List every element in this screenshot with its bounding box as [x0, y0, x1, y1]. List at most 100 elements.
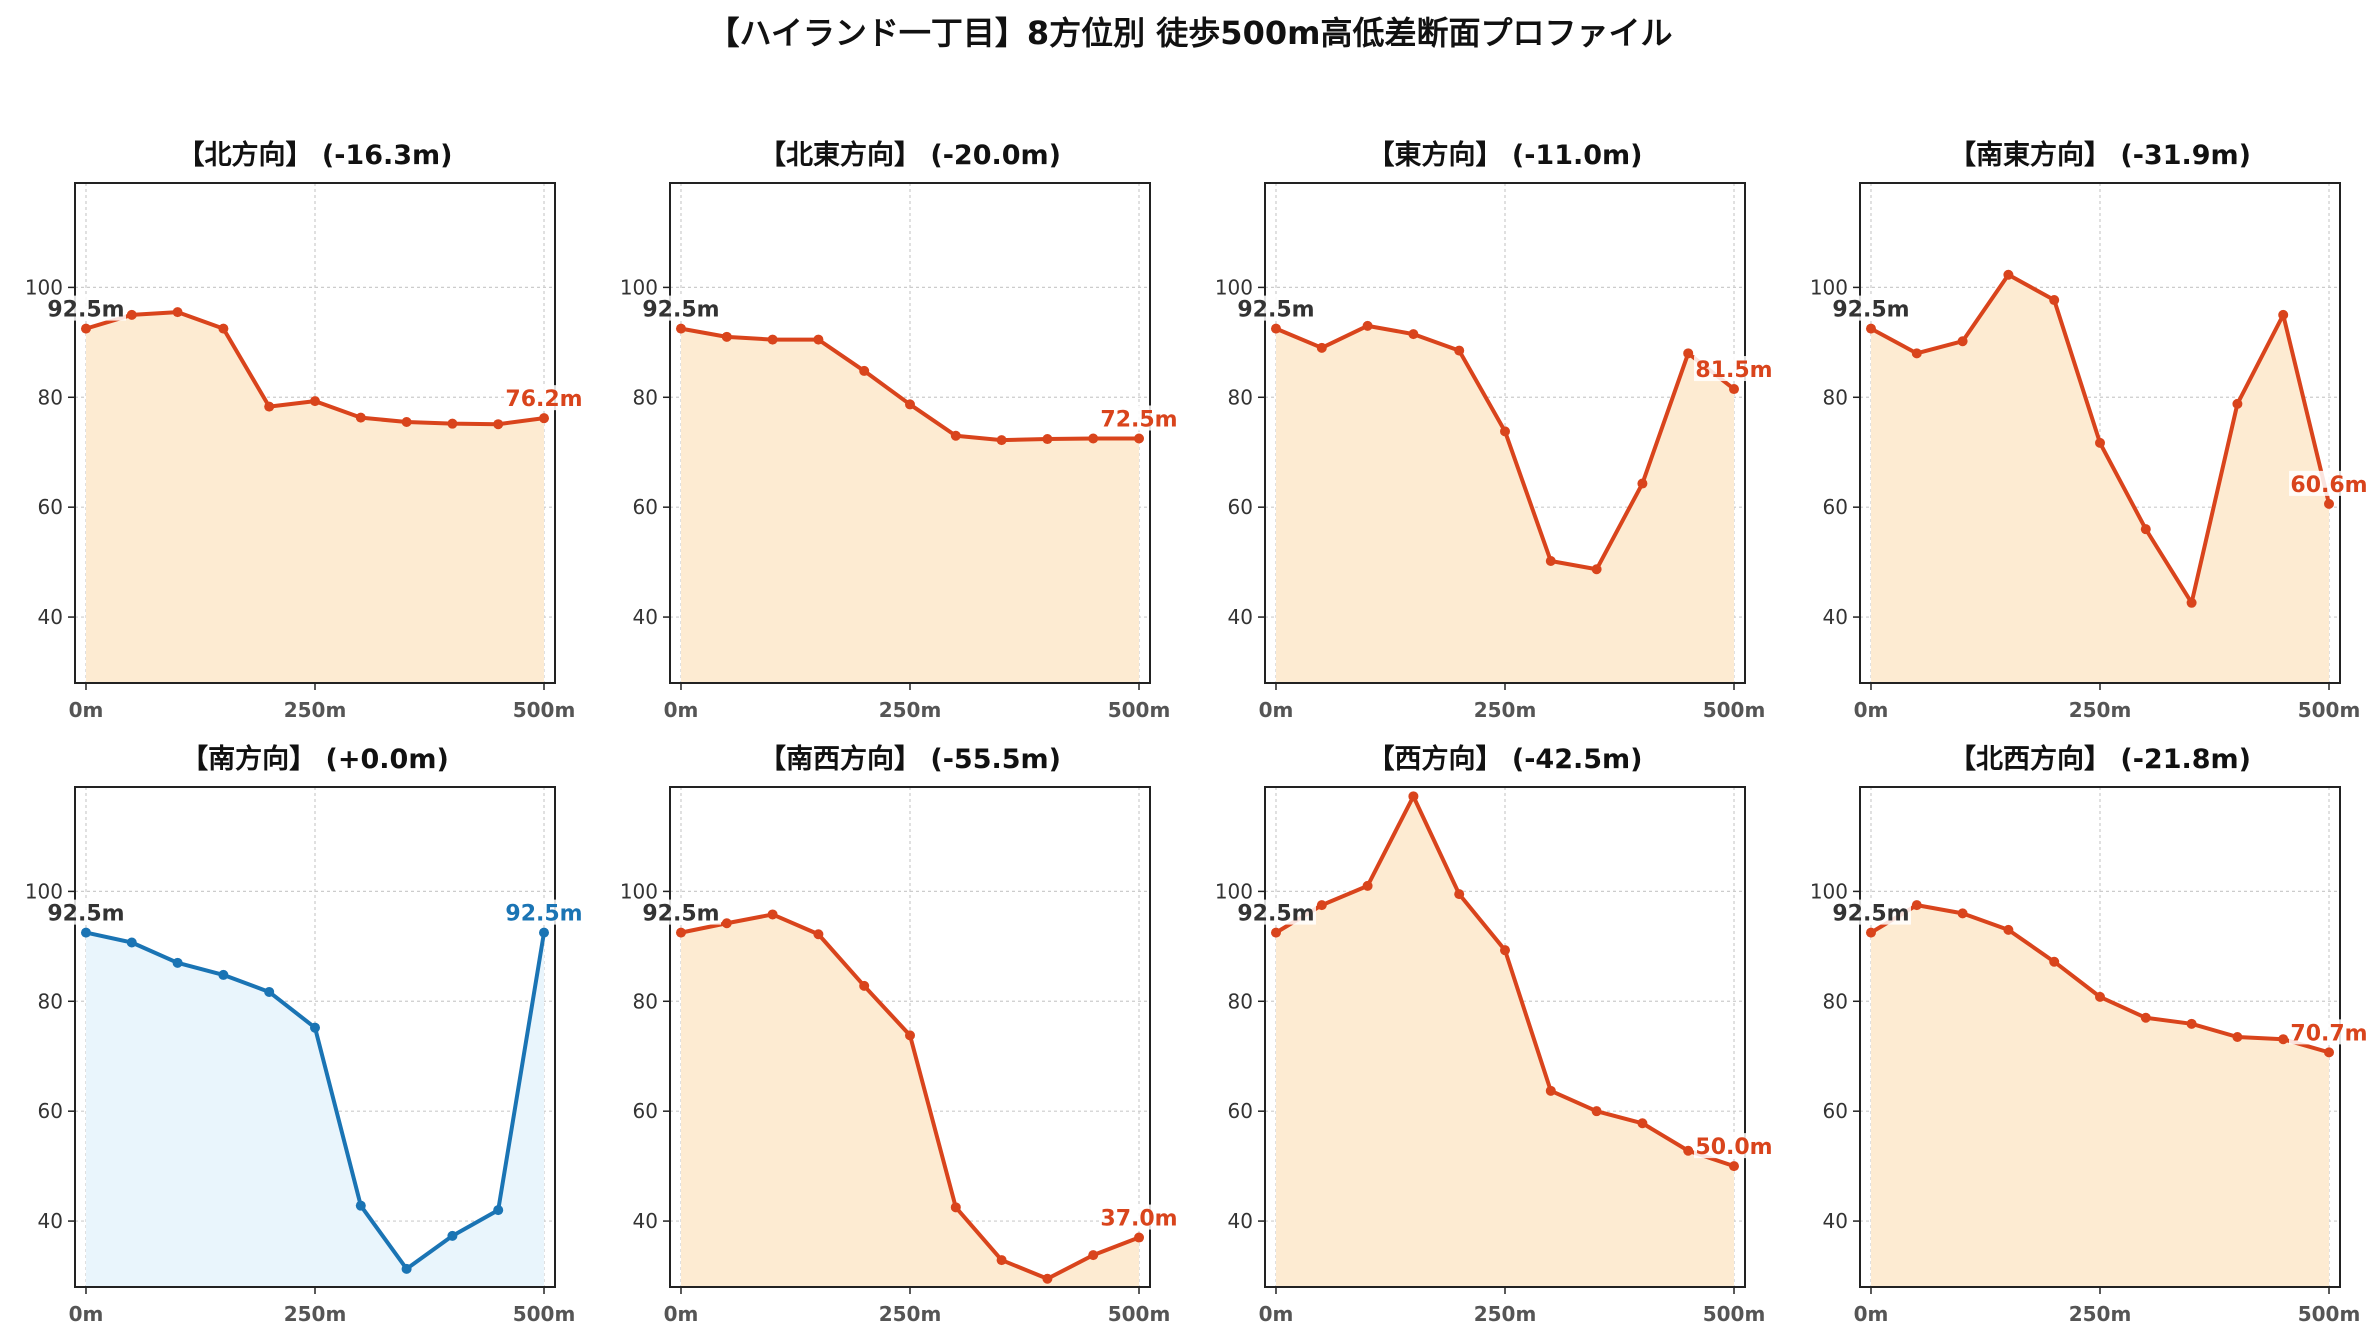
- panel-title: 【西方向】 (-42.5m): [1367, 743, 1642, 775]
- data-point: [1134, 1232, 1145, 1243]
- data-point: [1042, 434, 1053, 445]
- data-point: [2324, 498, 2335, 509]
- data-point: [447, 1230, 458, 1241]
- data-point: [996, 1255, 1007, 1266]
- data-point: [1637, 478, 1648, 489]
- y-tick-label: 100: [620, 275, 658, 299]
- data-point: [1362, 880, 1373, 891]
- data-point: [172, 307, 183, 318]
- data-point: [813, 929, 824, 940]
- y-tick-label: 60: [1823, 495, 1848, 519]
- panel-title: 【北西方向】 (-21.8m): [1949, 743, 2251, 775]
- data-point: [675, 927, 686, 938]
- y-tick-label: 80: [1823, 989, 1848, 1013]
- y-tick-label: 40: [1228, 605, 1253, 629]
- data-point: [767, 334, 778, 345]
- y-tick-label: 100: [1810, 275, 1848, 299]
- data-point: [2232, 1032, 2243, 1042]
- x-tick-label: 0m: [664, 1302, 699, 1326]
- data-point: [2278, 309, 2289, 320]
- data-point: [1270, 323, 1281, 334]
- end-label-bg: [2289, 470, 2370, 496]
- data-point: [1683, 348, 1694, 359]
- y-tick-label: 80: [38, 385, 63, 409]
- start-label-bg: [45, 899, 126, 925]
- start-label-bg: [640, 899, 721, 925]
- panel-title: 【南西方向】 (-55.5m): [759, 743, 1061, 775]
- data-point: [996, 435, 1007, 446]
- end-label: 76.2m: [505, 387, 582, 412]
- y-tick-label: 80: [1228, 385, 1253, 409]
- x-tick-label: 0m: [664, 698, 699, 722]
- data-point: [1545, 1085, 1556, 1096]
- data-point: [218, 969, 229, 980]
- data-point: [401, 417, 412, 428]
- data-point: [2095, 437, 2105, 448]
- data-point: [1454, 889, 1465, 900]
- data-point: [1500, 426, 1510, 437]
- data-point: [401, 1263, 412, 1274]
- x-tick-label: 0m: [1259, 698, 1294, 722]
- start-label: 92.5m: [1832, 298, 1909, 323]
- data-point: [2140, 1012, 2151, 1023]
- data-point: [2003, 269, 2014, 280]
- y-tick-label: 100: [1215, 879, 1253, 903]
- start-label: 92.5m: [1237, 298, 1314, 323]
- y-tick-label: 60: [1228, 495, 1253, 519]
- end-label-bg: [1099, 1204, 1180, 1230]
- end-label: 72.5m: [1100, 407, 1177, 432]
- data-point: [2095, 991, 2105, 1002]
- data-point: [675, 323, 686, 334]
- data-point: [1729, 384, 1740, 395]
- x-tick-label: 500m: [1108, 1302, 1171, 1326]
- data-point: [721, 331, 732, 342]
- data-point: [1957, 908, 1968, 919]
- x-tick-label: 250m: [1474, 1302, 1537, 1326]
- y-tick-label: 100: [25, 275, 63, 299]
- data-point: [905, 1030, 915, 1041]
- data-point: [1454, 345, 1465, 356]
- x-tick-label: 500m: [1108, 698, 1171, 722]
- end-label-bg: [504, 899, 585, 925]
- data-point: [1911, 900, 1922, 911]
- start-label: 92.5m: [1832, 902, 1909, 927]
- data-point: [80, 323, 91, 334]
- x-tick-label: 250m: [2069, 698, 2132, 722]
- y-tick-label: 40: [1228, 1209, 1253, 1233]
- x-tick-label: 500m: [513, 1302, 576, 1326]
- end-label: 92.5m: [505, 902, 582, 927]
- start-label: 92.5m: [642, 298, 719, 323]
- data-point: [1362, 320, 1373, 331]
- x-tick-label: 500m: [1703, 698, 1766, 722]
- data-point: [950, 1202, 961, 1213]
- start-label: 92.5m: [1237, 902, 1314, 927]
- y-tick-label: 80: [1823, 385, 1848, 409]
- data-point: [2232, 398, 2243, 409]
- x-tick-label: 500m: [2298, 698, 2361, 722]
- end-label: 50.0m: [1695, 1135, 1772, 1160]
- start-label-bg: [640, 295, 721, 321]
- data-point: [1270, 927, 1281, 938]
- end-label-bg: [1099, 405, 1180, 431]
- y-tick-label: 40: [633, 1209, 658, 1233]
- y-tick-label: 40: [1823, 1209, 1848, 1233]
- area-fill: [1275, 325, 1735, 683]
- data-point: [1316, 342, 1327, 353]
- end-label: 81.5m: [1695, 358, 1772, 383]
- y-tick-label: 60: [1823, 1099, 1848, 1123]
- start-label-bg: [45, 295, 126, 321]
- end-label: 60.6m: [2290, 473, 2367, 498]
- y-tick-label: 60: [38, 1099, 63, 1123]
- area-fill: [680, 328, 1140, 683]
- area-fill: [85, 312, 545, 683]
- data-point: [2324, 1047, 2335, 1058]
- data-point: [2049, 956, 2060, 967]
- panel-title: 【南東方向】 (-31.9m): [1949, 139, 2251, 171]
- panel-title: 【北東方向】 (-20.0m): [759, 139, 1061, 171]
- x-tick-label: 0m: [1854, 1302, 1889, 1326]
